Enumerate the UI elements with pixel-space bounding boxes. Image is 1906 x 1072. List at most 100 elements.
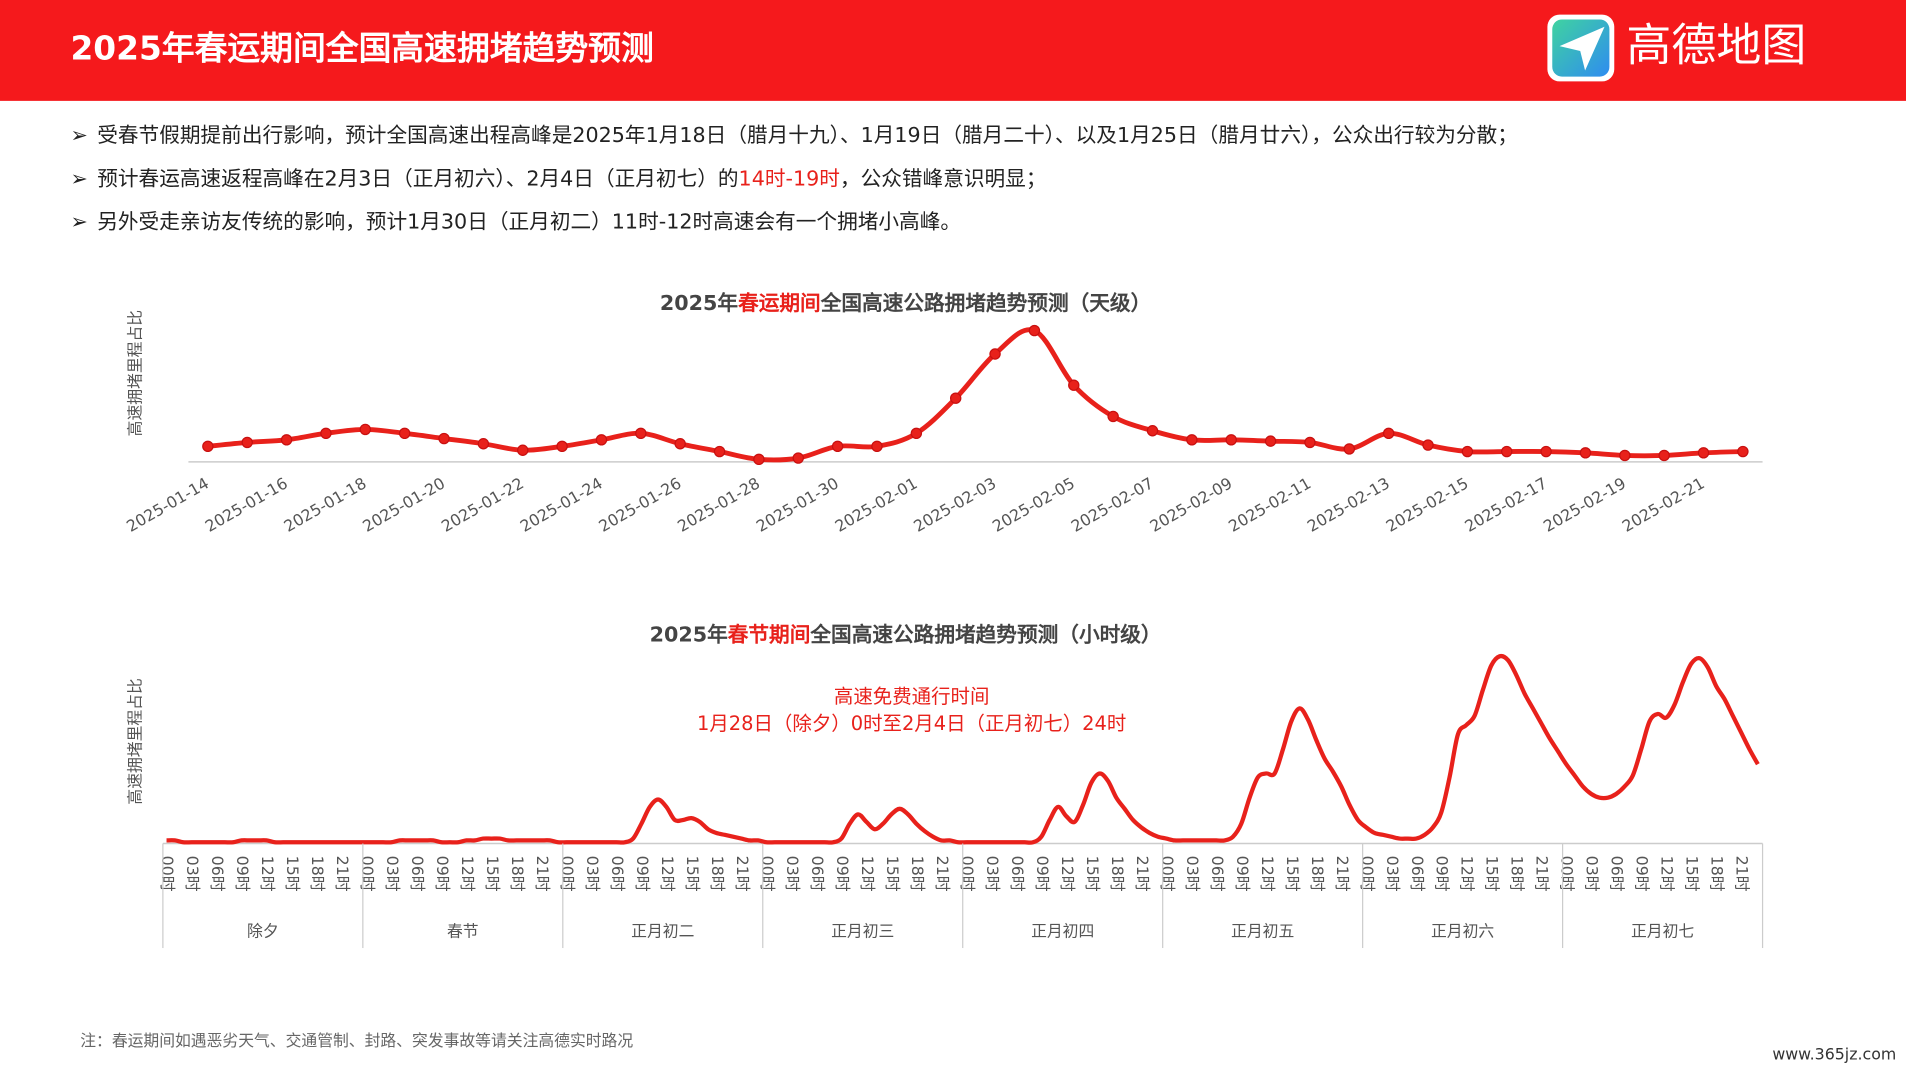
x-tick-label: 2025-02-07: [1068, 473, 1157, 535]
x-tick-label: 15时: [1083, 856, 1102, 892]
data-point: [477, 438, 490, 450]
x-tick-label: 15时: [283, 856, 302, 892]
x-tick-label: 12时: [1258, 856, 1277, 892]
title-segment: 全国高速公路拥堵趋势预测（小时级）: [809, 623, 1161, 647]
data-point: [1422, 439, 1434, 451]
x-tick-label: 18时: [1708, 856, 1727, 892]
data-point: [320, 427, 332, 440]
x-tick-label: 2025-01-20: [359, 473, 448, 535]
data-point: [792, 452, 804, 464]
x-tick-label: 00时: [158, 856, 177, 892]
title-segment: 全国高速公路拥堵趋势预测（天级）: [820, 291, 1152, 315]
x-tick-label: 06时: [608, 856, 627, 892]
x-tick-label: 00时: [758, 856, 777, 892]
data-point: [1225, 434, 1237, 446]
data-point: [1107, 410, 1119, 423]
data-point: [595, 434, 608, 446]
bullet-segment: 预计春运高速返程高峰在2月3日（正月初六）、2月4日（正月初七）的: [97, 166, 738, 190]
x-tick-label: 15时: [1483, 856, 1502, 892]
data-line: [207, 327, 1743, 463]
logo: 高德地图: [1547, 14, 1806, 82]
group-label: 正月初二: [631, 922, 694, 941]
data-point: [1501, 445, 1513, 458]
bullet-marker: ➢: [71, 166, 88, 190]
x-tick-label: 00时: [1358, 856, 1377, 892]
x-tick-label: 15时: [1683, 856, 1702, 892]
bullet-segment: 14时-19时: [739, 166, 840, 190]
x-tick-label: 00时: [1158, 856, 1177, 892]
y-axis-label: 高速拥堵里程占比: [126, 678, 145, 804]
data-line: [166, 653, 1760, 845]
data-point: [280, 434, 293, 446]
x-tick-label: 12时: [258, 856, 277, 892]
x-tick-label: 2025-02-15: [1383, 473, 1472, 535]
title-segment: 2025年: [660, 291, 738, 315]
x-tick-label: 03时: [1583, 856, 1602, 892]
data-point: [1461, 445, 1474, 458]
x-tick-label: 00时: [958, 856, 977, 892]
x-tick-label: 06时: [208, 856, 227, 892]
x-tick-label: 03时: [1183, 856, 1202, 892]
x-tick-label: 06时: [1408, 856, 1427, 892]
x-tick-label: 18时: [508, 856, 527, 892]
bullet-segment: 受春节假期提前出行影响，预计全国高速出程高峰是2025年1月18日（腊月十九）、…: [97, 123, 1518, 147]
x-tick-label: 09时: [633, 856, 652, 892]
x-tick-label: 2025-02-03: [910, 473, 999, 535]
group-label: 春节: [447, 922, 479, 941]
data-point: [753, 453, 765, 466]
x-tick-label: 2025-02-09: [1146, 473, 1235, 535]
bullet-segment: ，公众错峰意识明显；: [840, 166, 1047, 190]
data-point: [831, 440, 844, 453]
bullet-segment: 另外受走亲访友传统的影响，预计1月30日（正月初二）11时-12时高速会有一个拥…: [97, 209, 961, 233]
x-tick-label: 21时: [333, 856, 352, 892]
x-tick-label: 12时: [458, 856, 477, 892]
footnote: 注：春运期间如遇恶劣天气、交通管制、封路、突发事故等请关注高德实时路况: [80, 1031, 633, 1050]
x-tick-label: 03时: [183, 856, 202, 892]
data-point: [359, 423, 372, 436]
x-tick-label: 06时: [1608, 856, 1627, 892]
chart-title: 2025年春节期间全国高速公路拥堵趋势预测（小时级）: [650, 623, 1162, 647]
data-point: [1382, 427, 1395, 440]
x-tick-label: 06时: [1208, 856, 1227, 892]
data-point: [1697, 447, 1710, 459]
data-point: [517, 444, 529, 456]
x-tick-label: 03时: [783, 856, 802, 892]
x-tick-label: 21时: [1533, 856, 1552, 892]
data-point: [1186, 434, 1198, 446]
data-point: [1146, 425, 1159, 437]
group-label: 正月初六: [1431, 922, 1494, 941]
x-tick-label: 09时: [433, 856, 452, 892]
data-point: [871, 440, 883, 453]
data-point: [1264, 435, 1277, 447]
data-point: [1579, 447, 1592, 459]
x-tick-label: 06时: [408, 856, 427, 892]
bullet-text: 预计春运高速返程高峰在2月3日（正月初六）、2月4日（正月初七）的14时-19时…: [97, 166, 1046, 190]
x-tick-label: 12时: [1658, 856, 1677, 892]
x-tick-label: 2025-02-21: [1619, 473, 1708, 535]
x-tick-label: 21时: [733, 856, 752, 892]
x-tick-label: 12时: [858, 856, 877, 892]
chart-title: 2025年春运期间全国高速公路拥堵趋势预测（天级）: [660, 291, 1151, 315]
x-tick-label: 09时: [1233, 856, 1252, 892]
x-tick-label: 21时: [533, 856, 552, 892]
title-segment: 2025年: [650, 623, 728, 647]
data-point: [949, 392, 962, 404]
x-tick-label: 09时: [1433, 856, 1452, 892]
bullet-marker: ➢: [71, 123, 88, 147]
x-tick-label: 2025-01-26: [595, 473, 684, 535]
x-tick-label: 18时: [1108, 856, 1127, 892]
x-tick-label: 09时: [1633, 856, 1652, 892]
x-tick-label: 09时: [1033, 856, 1052, 892]
data-point: [1343, 443, 1356, 455]
x-tick-label: 18时: [908, 856, 927, 892]
x-tick-label: 2025-02-13: [1304, 473, 1393, 535]
x-tick-label: 18时: [1308, 856, 1327, 892]
y-axis-label: 高速拥堵里程占比: [126, 310, 145, 436]
group-label: 正月初七: [1631, 922, 1694, 941]
x-tick-label: 2025-01-14: [123, 473, 212, 535]
x-tick-label: 06时: [1008, 856, 1027, 892]
data-point: [398, 427, 411, 440]
x-tick-label: 15时: [483, 856, 502, 892]
x-tick-label: 15时: [883, 856, 902, 892]
